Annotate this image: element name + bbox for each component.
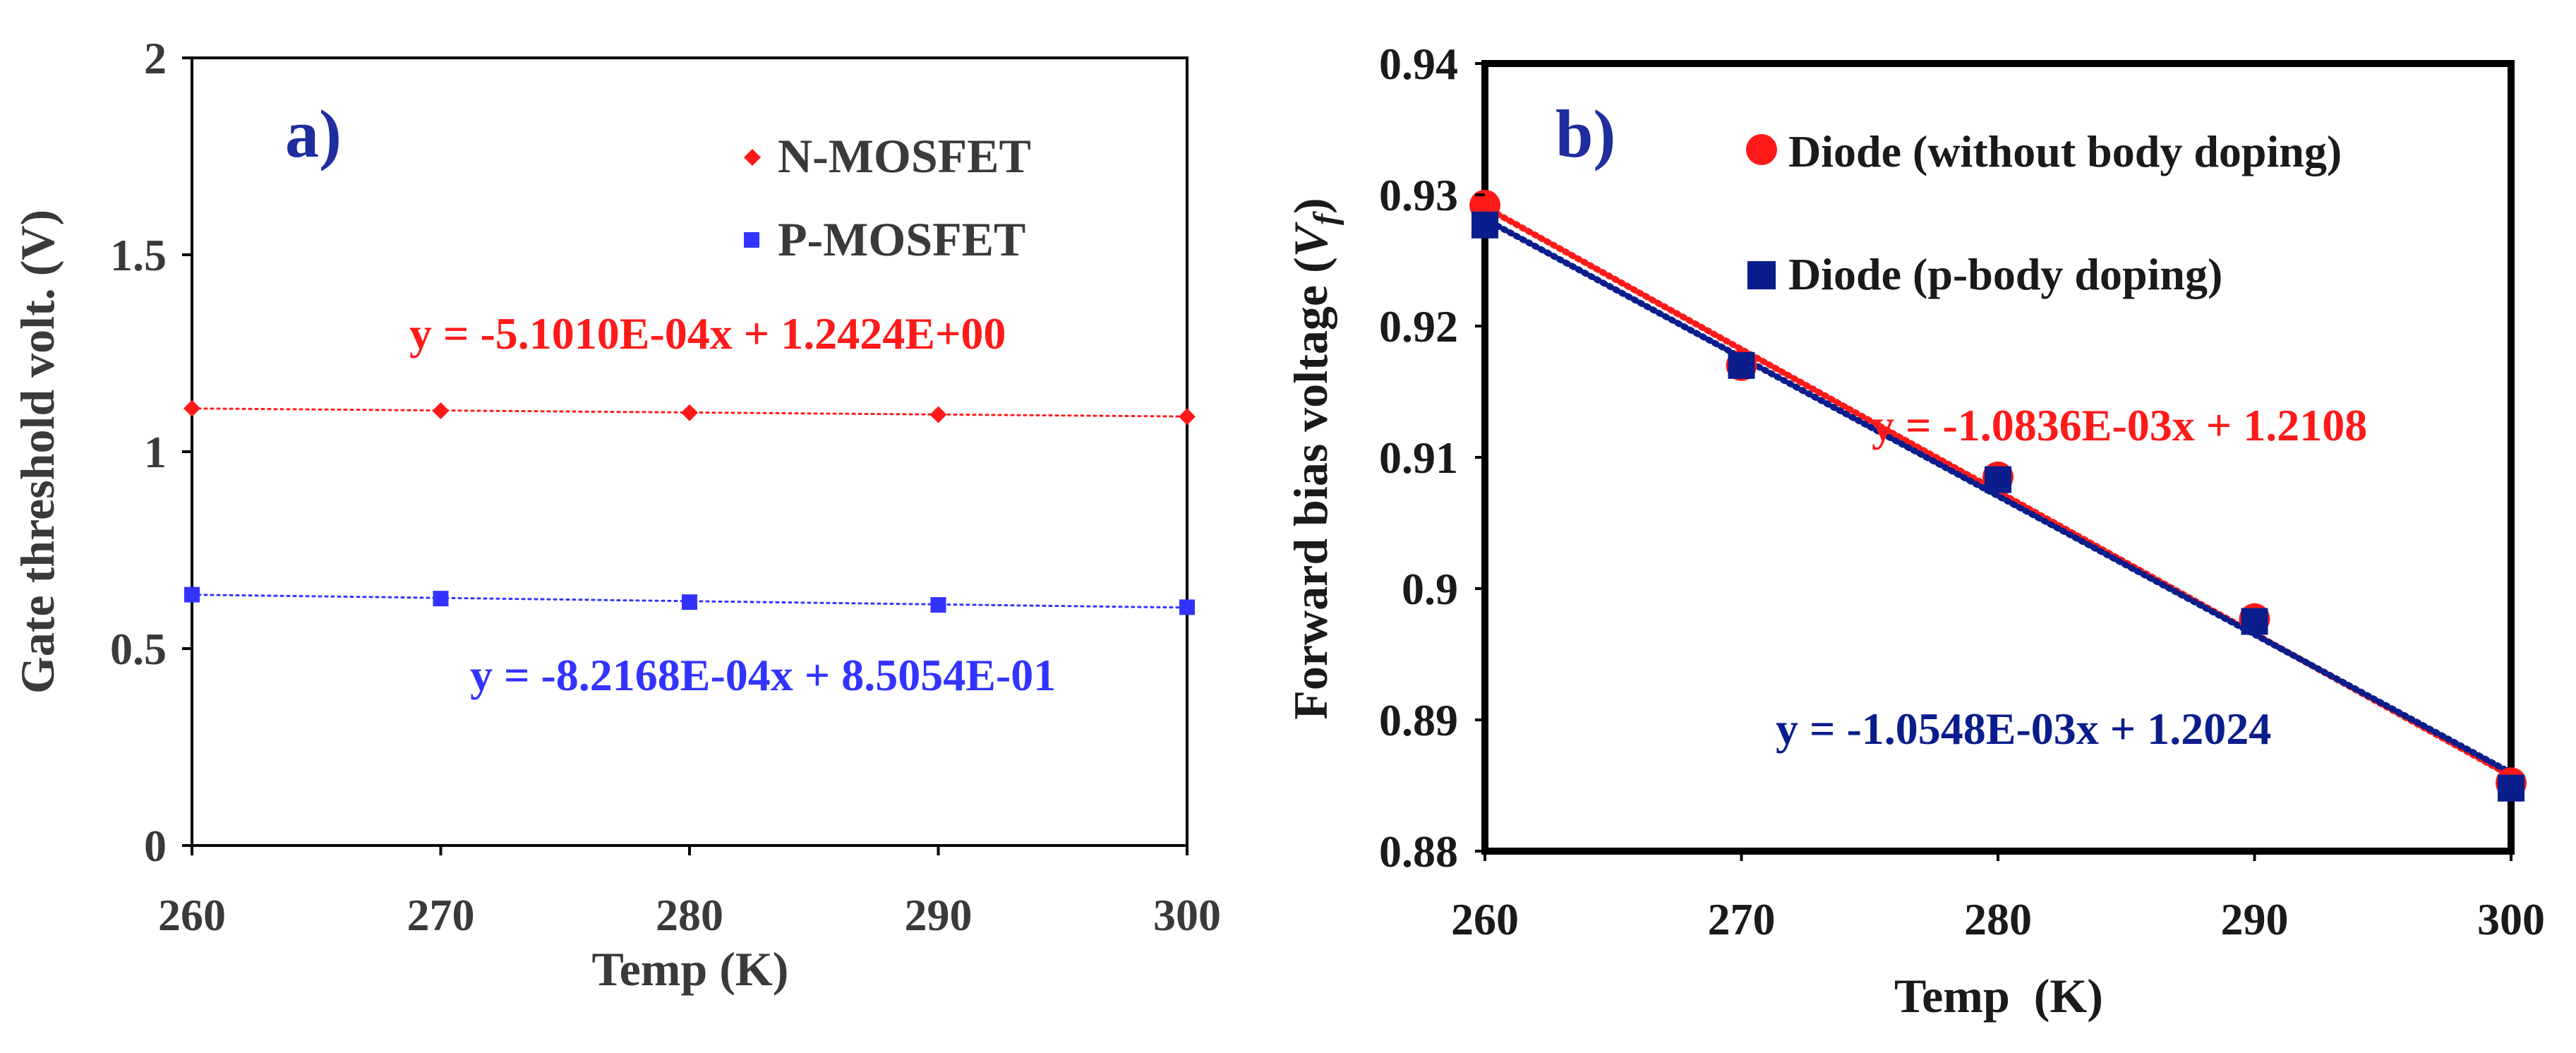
legend-p-mosfet-marker [744,232,759,248]
legend-n-mosfet-label: N-MOSFET [778,129,1031,183]
p-mosfet-fit-equation: y = -8.2168E-04x + 8.5054E-01 [470,650,1056,700]
panel-a-y-tick-label: 1.5 [110,230,167,280]
panel-b-chart: 0.88 0.89 0.9 0.91 0.92 0.93 0.94 260 270 280 290… [1284,39,2545,1023]
panel-b-y-axis-label-main: Forward bias voltage ( [1284,257,1337,719]
panel-b-legend: Diode (without body doping) Diode (p-bod… [1746,126,2342,299]
n-mosfet-point [432,402,450,419]
panel-a-x-tick-label: 280 [656,890,723,940]
panel-b-y-axis-label-var: V [1284,222,1337,257]
legend-p-mosfet-label: P-MOSFET [778,212,1025,266]
panel-b-x-tick-label: 300 [2477,894,2545,944]
n-mosfet-point [183,399,200,417]
legend-diode-without-body-doping-marker [1746,134,1777,165]
panel-a-y-axis-label: Gate threshold volt. (V) [11,210,64,694]
panel-b-y-tick-label: 0.9 [1402,564,1458,614]
panel-b-y-tick-label: 0.92 [1379,301,1458,351]
panel-a-legend: N-MOSFET P-MOSFET [744,129,1031,266]
legend-n-mosfet-marker [744,149,761,166]
panel-b-x-tick-label: 260 [1451,894,1519,944]
panel-a-x-tick-label: 300 [1153,890,1221,940]
p-mosfet-point [433,591,449,607]
diode-p-body-doping-point [2241,608,2268,635]
panel-b-y-tick-label: 0.89 [1379,695,1458,745]
n-mosfet-point [1179,408,1196,426]
diode-without-body-doping-fit-equation: y = -1.0836E-03x + 1.2108 [1872,400,2367,450]
panel-b-x-tick-label: 270 [1708,894,1776,944]
n-mosfet-point [681,404,698,421]
panel-b-y-axis-label-end: ) [1284,198,1337,214]
panel-b-label: b) [1555,96,1615,172]
panel-b-y-axis-label-sub: f [1307,211,1344,225]
panel-a-y-tick-label: 0 [144,821,167,871]
panel-a-x-tick-label: 290 [905,890,973,940]
panel-a-x-axis-label: Temp (K) [592,942,789,996]
panel-b-y-tick-label: 0.94 [1379,39,1458,89]
diode-p-body-doping-point [2498,774,2524,802]
panel-b-x-axis-label: Temp (K) [1894,969,2103,1023]
legend-diode-without-body-doping-label: Diode (without body doping) [1788,126,2342,176]
panel-a-y-tick-label: 1 [144,427,167,477]
panel-b-x-tick-label: 280 [1964,894,2032,944]
panel-a-x-tick-label: 270 [407,890,475,940]
diode-p-body-doping-trendline [1481,215,2515,776]
diode-p-body-doping-point [1471,211,1498,239]
panel-a-y-tick-label: 0.5 [110,624,167,674]
panel-a-label: a) [285,96,342,172]
panel-a-chart: 0 0.5 1 1.5 2 260 270 280 290 300 a) N-MOSFET P-… [11,33,1221,996]
diode-p-body-doping-fit-equation: y = -1.0548E-03x + 1.2024 [1776,704,2271,754]
panel-b-y-axis-label: Forward bias voltage (Vf) [1284,198,1344,719]
p-mosfet-point [1179,599,1195,615]
p-mosfet-point [930,597,946,613]
p-mosfet-point [682,594,697,610]
panel-b-x-tick-label: 290 [2221,894,2289,944]
p-mosfet-point [184,586,200,603]
n-mosfet-fit-equation: y = -5.1010E-04x + 1.2424E+00 [409,308,1006,359]
legend-diode-p-body-doping-label: Diode (p-body doping) [1788,249,2222,299]
panel-b-y-tick-label: 0.93 [1379,170,1458,220]
legend-diode-p-body-doping-marker [1747,261,1776,289]
panel-b-y-tick-label: 0.91 [1379,433,1458,483]
n-mosfet-point [929,406,947,423]
diode-p-body-doping-point [1985,466,2011,493]
panel-a-x-tick-label: 260 [158,890,226,940]
diode-p-body-doping-point [1728,351,1755,379]
panel-b-y-tick-label: 0.88 [1379,826,1458,877]
panel-a-y-tick-label: 2 [144,33,167,83]
